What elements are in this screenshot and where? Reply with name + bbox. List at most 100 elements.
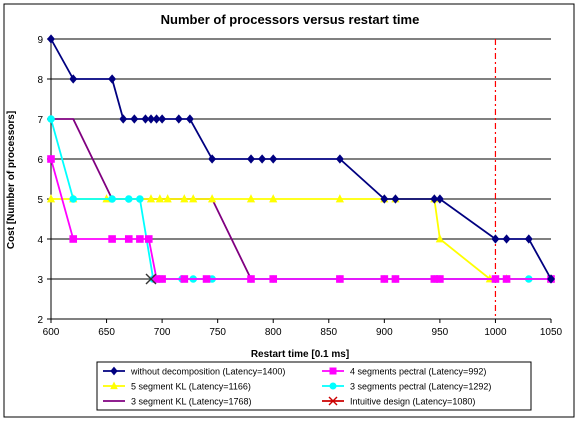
chart-frame: [3, 3, 575, 418]
data-point: [380, 194, 389, 204]
data-point: [436, 275, 444, 283]
data-point: [146, 194, 156, 203]
data-point: [180, 275, 189, 283]
data-point: [108, 74, 117, 84]
y-tick-label: 9: [37, 35, 43, 46]
legend-label: 3 segment KL (Latency=1768): [131, 397, 252, 407]
data-point: [47, 115, 55, 123]
data-point: [258, 154, 267, 164]
data-point: [335, 154, 344, 164]
data-point: [110, 381, 118, 390]
legend-item: 3 segments pectral (Latency=1292): [322, 382, 491, 392]
legend-item: 3 segment KL (Latency=1768): [103, 397, 252, 407]
data-point: [69, 195, 78, 203]
data-point: [189, 194, 198, 203]
legend-box: [96, 361, 532, 411]
data-point: [336, 275, 344, 283]
data-point: [435, 234, 444, 243]
data-point: [180, 194, 189, 203]
x-tick-label: 650: [98, 327, 115, 338]
data-point: [69, 235, 78, 243]
data-point: [47, 34, 55, 44]
data-point: [136, 195, 144, 203]
data-point: [119, 114, 128, 124]
y-tick-label: 7: [37, 115, 43, 126]
data-point: [47, 155, 55, 163]
x-tick-label: 1000: [484, 327, 507, 338]
data-point: [155, 194, 164, 203]
data-point: [46, 194, 56, 203]
series-line: [50, 158, 551, 280]
y-tick-label: 2: [37, 315, 43, 326]
legend-label: 4 segments pectral (Latency=992): [350, 367, 486, 377]
data-point: [547, 274, 555, 284]
series-layer: [46, 34, 556, 319]
data-point: [136, 235, 144, 243]
legend: without decomposition (Latency=1400) 4 se…: [96, 361, 532, 411]
data-point: [145, 273, 157, 285]
chart-title: Number of processors versus restart time: [161, 12, 420, 27]
data-point: [380, 275, 389, 283]
data-point: [269, 194, 278, 203]
data-point: [174, 114, 183, 124]
legend-item: Intuitive design (Latency=1080): [322, 397, 475, 407]
data-point: [110, 366, 118, 376]
data-point: [435, 194, 444, 204]
data-point: [69, 74, 78, 84]
data-point: [524, 234, 533, 244]
data-point: [269, 275, 278, 283]
legend-label: 3 segments pectral (Latency=1292): [350, 382, 491, 392]
legend-label: Intuitive design (Latency=1080): [350, 397, 475, 407]
data-point: [335, 194, 344, 203]
y-tick-label: 5: [37, 195, 43, 206]
y-tick-label: 6: [37, 155, 43, 166]
data-point: [430, 194, 439, 204]
x-tick-label: 600: [43, 327, 60, 338]
data-point: [185, 114, 194, 124]
series-6: [145, 273, 157, 285]
y-axis-label: Cost [Number of processors]: [6, 111, 17, 249]
x-axis-label: Restart time [0.1 ms]: [251, 349, 349, 360]
data-point: [391, 275, 400, 283]
x-tick-label: 950: [432, 327, 449, 338]
x-tick-label: 1050: [540, 327, 563, 338]
data-point: [202, 275, 211, 283]
y-tick-label: 3: [37, 275, 43, 286]
data-point: [158, 275, 166, 283]
data-point: [208, 154, 217, 164]
data-point: [152, 114, 161, 124]
data-point: [108, 235, 116, 243]
data-point: [391, 194, 400, 204]
x-tick-label: 750: [209, 327, 226, 338]
data-point: [502, 234, 511, 244]
data-point: [328, 396, 338, 406]
y-tick-label: 8: [37, 75, 43, 86]
data-point: [130, 114, 139, 124]
axis-layer: 2 3 4 5 6 7 8 9 600 650 700 750 800 850 900 950 1000 1050: [37, 35, 562, 338]
x-tick-label: 800: [265, 327, 282, 338]
legend-label: 5 segment KL (Latency=1166): [131, 382, 251, 392]
data-point: [141, 114, 150, 124]
data-point: [208, 194, 217, 203]
data-point: [329, 367, 337, 375]
data-point: [124, 195, 133, 203]
data-point: [247, 275, 255, 283]
data-point: [147, 114, 155, 124]
legend-item: 5 segment KL (Latency=1166): [103, 381, 251, 392]
data-point: [108, 195, 116, 203]
legend-label: without decomposition (Latency=1400): [130, 367, 285, 377]
data-point: [491, 275, 500, 283]
legend-item: without decomposition (Latency=1400): [103, 367, 285, 377]
y-tick-label: 4: [37, 235, 43, 246]
data-point: [329, 382, 337, 390]
data-point: [144, 235, 153, 243]
legend-item: 4 segments pectral (Latency=992): [322, 367, 486, 377]
x-tick-label: 850: [320, 327, 337, 338]
data-point: [491, 234, 500, 244]
data-point: [163, 194, 172, 203]
series-2: [47, 155, 555, 283]
x-tick-label: 900: [376, 327, 393, 338]
data-point: [247, 154, 255, 164]
